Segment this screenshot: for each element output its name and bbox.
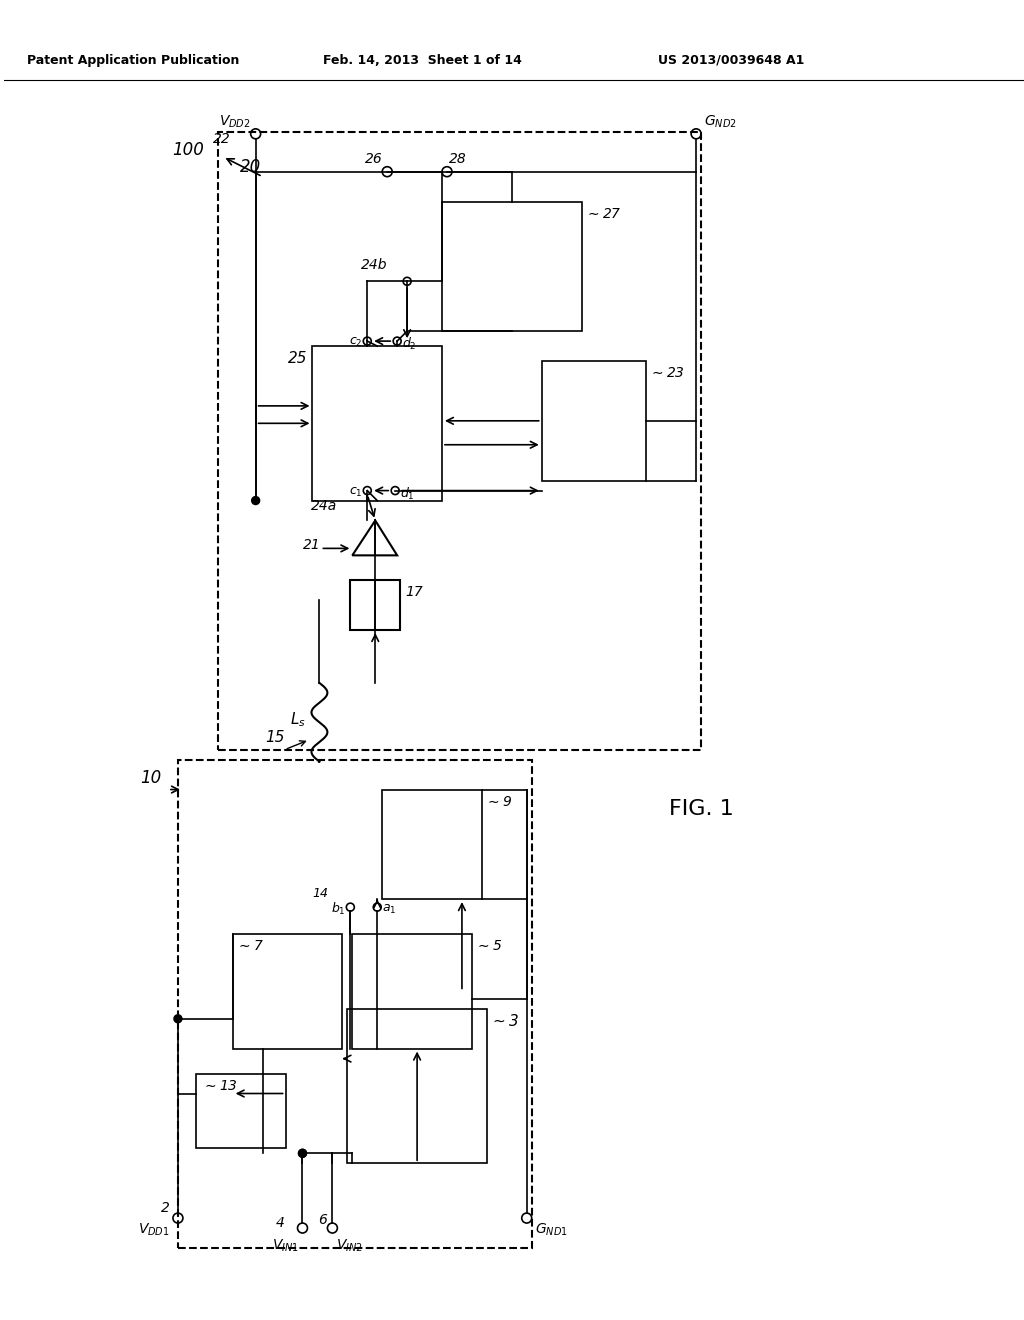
Text: 24b: 24b <box>361 259 387 272</box>
Text: 21: 21 <box>303 539 321 552</box>
Text: 4: 4 <box>275 1216 285 1230</box>
Text: $\sim$5: $\sim$5 <box>475 939 502 953</box>
Text: 100: 100 <box>172 141 204 158</box>
Text: 22: 22 <box>213 132 230 145</box>
Text: $\sim$13: $\sim$13 <box>202 1078 238 1093</box>
Text: $c_1$: $c_1$ <box>349 486 362 499</box>
Text: $\sim$27: $\sim$27 <box>585 206 622 220</box>
Text: $\sim$9: $\sim$9 <box>484 795 512 809</box>
Text: 2: 2 <box>161 1201 170 1216</box>
Circle shape <box>252 496 260 504</box>
Text: 17: 17 <box>406 585 423 599</box>
Circle shape <box>299 1150 306 1158</box>
Text: Patent Application Publication: Patent Application Publication <box>27 54 240 66</box>
Text: 10: 10 <box>140 768 162 787</box>
Text: $V_{DD1}$: $V_{DD1}$ <box>138 1222 170 1238</box>
Circle shape <box>299 1150 306 1158</box>
Text: $\sim$3: $\sim$3 <box>489 1012 519 1028</box>
Text: $d_1$: $d_1$ <box>400 486 415 502</box>
Text: 25: 25 <box>288 351 307 366</box>
Bar <box>196 1073 286 1148</box>
Bar <box>352 935 472 1048</box>
Bar <box>218 132 701 750</box>
Text: $\sim$7: $\sim$7 <box>236 939 263 953</box>
Bar <box>312 346 442 500</box>
Text: $\sim$23: $\sim$23 <box>649 366 685 380</box>
Bar <box>232 935 342 1048</box>
Text: 15: 15 <box>265 730 285 746</box>
Bar <box>382 789 482 899</box>
Text: $G_{ND1}$: $G_{ND1}$ <box>535 1222 567 1238</box>
Bar <box>350 581 400 630</box>
Text: $d_2$: $d_2$ <box>402 337 417 352</box>
Bar <box>178 759 531 1247</box>
Bar <box>542 362 646 480</box>
Bar <box>347 1008 486 1163</box>
Text: Feb. 14, 2013  Sheet 1 of 14: Feb. 14, 2013 Sheet 1 of 14 <box>323 54 521 66</box>
Text: $V_{DD2}$: $V_{DD2}$ <box>219 114 251 131</box>
Text: $V_{IN2}$: $V_{IN2}$ <box>336 1238 364 1254</box>
Text: 14: 14 <box>312 887 329 900</box>
Text: 28: 28 <box>449 152 467 166</box>
Text: 24a: 24a <box>311 499 337 512</box>
Text: $G_{ND2}$: $G_{ND2}$ <box>705 114 737 131</box>
Text: $a_1$: $a_1$ <box>382 903 396 916</box>
Text: $c_2$: $c_2$ <box>349 337 362 350</box>
Text: $V_{IN1}$: $V_{IN1}$ <box>271 1238 299 1254</box>
Text: 26: 26 <box>365 152 382 166</box>
Circle shape <box>174 1015 182 1023</box>
Text: US 2013/0039648 A1: US 2013/0039648 A1 <box>657 54 804 66</box>
Text: FIG. 1: FIG. 1 <box>669 800 733 820</box>
Bar <box>442 202 582 331</box>
Text: $L_s$: $L_s$ <box>290 710 305 729</box>
Text: 6: 6 <box>318 1213 328 1228</box>
Text: $b_1$: $b_1$ <box>331 902 345 917</box>
Text: 20: 20 <box>240 157 261 176</box>
